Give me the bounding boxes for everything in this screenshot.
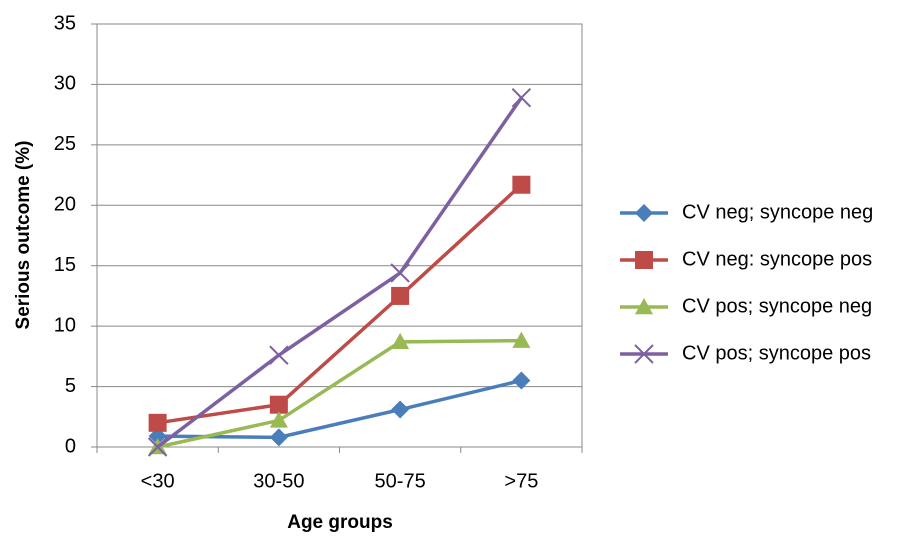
point	[391, 332, 410, 350]
y-tick-label: 35	[54, 12, 76, 34]
point	[269, 395, 288, 414]
series-line	[156, 96, 523, 449]
y-tick-label: 10	[54, 314, 76, 336]
point	[512, 331, 531, 348]
point	[512, 175, 531, 194]
x-tick-label: 50-75	[375, 470, 426, 492]
x-tick-label: >75	[504, 470, 538, 492]
series-line	[157, 183, 523, 425]
point	[269, 411, 288, 428]
point	[147, 437, 168, 457]
legend-label: CV neg: syncope pos	[682, 248, 872, 270]
point	[391, 400, 410, 419]
point	[390, 263, 410, 283]
x-tick-label: <30	[141, 470, 175, 492]
x-tick-label: 30-50	[253, 470, 304, 492]
point	[148, 413, 167, 432]
y-tick-label: 25	[54, 133, 76, 155]
y-tick-label: 15	[54, 254, 76, 276]
legend-marker	[635, 204, 653, 222]
point	[391, 286, 410, 305]
point	[269, 428, 288, 447]
series-line	[157, 378, 522, 440]
legend-label: CV pos; syncope neg	[682, 295, 872, 317]
point	[511, 88, 532, 108]
point	[512, 371, 531, 390]
y-tick-label: 30	[54, 73, 76, 95]
legend-label: CV pos; syncope pos	[682, 342, 871, 364]
legend-marker	[635, 251, 653, 269]
x-axis-title: Age groups	[287, 512, 393, 533]
y-tick-label: 5	[65, 375, 76, 397]
point	[269, 345, 289, 365]
y-tick-label: 20	[54, 194, 76, 216]
legend-marker	[634, 344, 654, 364]
series-line	[157, 338, 522, 449]
y-tick-label: 0	[65, 435, 76, 457]
legend-marker	[635, 298, 653, 315]
legend-label: CV neg; syncope neg	[682, 201, 873, 223]
y-axis-title: Serious outcome (%)	[13, 141, 34, 330]
